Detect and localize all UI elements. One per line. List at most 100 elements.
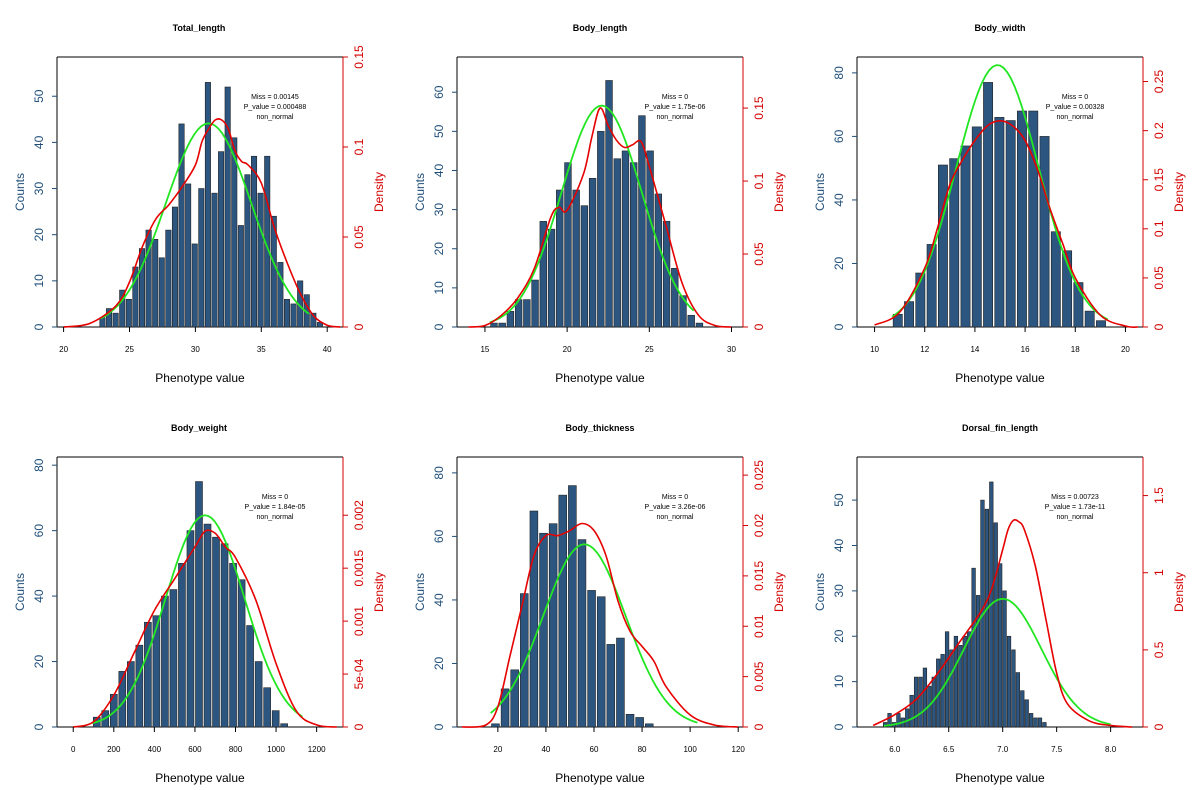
- histogram-bar: [937, 164, 948, 328]
- y-tick-label: 80: [432, 466, 446, 480]
- histogram-bar: [558, 494, 567, 728]
- histogram-bar: [998, 563, 1003, 728]
- histogram-bar: [913, 676, 919, 728]
- chart-panel-1: Total_length 20 25 30 35 40 0 10 20 30 40 50 0 0.05 0.…: [13, 23, 386, 385]
- x-tick-label: 7.5: [1051, 745, 1063, 754]
- histogram-bar: [539, 221, 547, 328]
- histogram-bar: [587, 590, 596, 728]
- stat-normality: non_normal: [657, 114, 694, 121]
- histogram-bar: [596, 596, 606, 728]
- y2-tick-label: 0.25: [1152, 70, 1166, 94]
- y2-tick-label: 0: [1152, 323, 1166, 330]
- x-tick-label: 1200: [308, 745, 326, 754]
- histogram-bar: [679, 295, 687, 328]
- x-axis-label: Phenotype value: [555, 371, 645, 385]
- stat-miss: Miss = 0.00723: [1051, 494, 1099, 501]
- histogram-bar: [926, 244, 937, 328]
- histogram-bar: [918, 676, 923, 728]
- histogram-bar: [178, 123, 185, 328]
- histogram-bar: [145, 229, 152, 328]
- histogram-bars: [490, 80, 704, 328]
- y-tick-label: 60: [832, 129, 846, 143]
- histogram-bar: [983, 82, 994, 328]
- y-tick-label: 40: [32, 589, 46, 603]
- histogram-bar: [491, 723, 500, 728]
- x-tick-label: 400: [148, 745, 162, 754]
- y-tick-label: 0: [432, 723, 446, 730]
- histogram-bar: [165, 229, 172, 328]
- histogram-bar: [506, 311, 515, 328]
- x-tick-label: 200: [107, 745, 121, 754]
- histogram-bar: [953, 635, 959, 728]
- y-tick-label: 30: [32, 182, 46, 196]
- histogram-bar: [169, 589, 178, 728]
- normal-fit-curve: [100, 122, 310, 320]
- histogram-bar: [271, 710, 280, 728]
- x-tick-label: 600: [188, 745, 202, 754]
- x-tick-label: 15: [480, 345, 489, 354]
- normal-fit-curve: [490, 543, 698, 724]
- y2-axis-label: Density: [772, 172, 786, 212]
- histogram-bar: [1050, 231, 1061, 328]
- density-curve: [63, 118, 341, 328]
- density-curve: [468, 107, 732, 328]
- y2-tick-label: 0.015: [752, 561, 766, 591]
- histogram-bar: [290, 303, 297, 328]
- histogram-bar: [510, 669, 519, 728]
- histogram-bar: [971, 567, 976, 728]
- histogram-bar: [606, 644, 616, 728]
- y2-tick-label: 5e-04: [352, 658, 366, 689]
- stat-normality: non_normal: [1057, 114, 1094, 121]
- histogram-bar: [949, 158, 960, 328]
- normal-fit-curve: [92, 514, 303, 725]
- histogram-bar: [1028, 110, 1039, 328]
- y2-axis-label: Density: [1172, 172, 1186, 212]
- stat-normality: non_normal: [657, 514, 694, 521]
- y-tick-label: 60: [432, 85, 446, 99]
- y-tick-label: 40: [32, 135, 46, 149]
- x-tick-label: 60: [590, 745, 599, 754]
- histogram-bar: [135, 644, 144, 728]
- x-axis-label: Phenotype value: [955, 771, 1045, 785]
- y2-tick-label: 0.15: [1152, 168, 1166, 192]
- y-tick-label: 80: [832, 66, 846, 80]
- x-tick-label: 6.0: [889, 745, 901, 754]
- y2-tick-label: 0.05: [352, 225, 366, 249]
- histogram-bar: [231, 137, 238, 328]
- stat-p-value: P_value = 0.000488: [244, 104, 307, 111]
- histogram-bar: [99, 317, 106, 328]
- y2-tick-label: 0.05: [1152, 266, 1166, 290]
- x-tick-label: 120: [732, 745, 746, 754]
- y-tick-label: 30: [432, 203, 446, 217]
- histogram-bar: [310, 312, 317, 328]
- histogram-bar: [572, 189, 580, 328]
- y-tick-label: 20: [32, 228, 46, 242]
- stat-miss: Miss = 0: [1062, 94, 1088, 101]
- histogram-bar: [152, 239, 159, 328]
- density-curve: [73, 529, 337, 728]
- y2-tick-label: 0.1: [1152, 220, 1166, 237]
- histogram-bar: [191, 243, 198, 328]
- histogram-bar: [984, 508, 990, 728]
- histogram-bar: [229, 563, 237, 728]
- histogram-bar: [949, 649, 954, 728]
- x-tick-label: 25: [645, 345, 654, 354]
- histogram-bar: [621, 150, 630, 328]
- chart-title: Body_length: [573, 23, 628, 33]
- y2-tick-label: 0.1: [352, 138, 366, 155]
- histogram-bar: [224, 86, 231, 328]
- histogram-bar: [1020, 690, 1025, 728]
- histogram-bar: [887, 713, 892, 728]
- histogram-bar: [905, 708, 910, 728]
- x-tick-label: 40: [323, 345, 332, 354]
- y2-axis-label: Density: [372, 572, 386, 612]
- histogram-bar: [277, 262, 284, 328]
- histogram-bar: [967, 631, 972, 728]
- y2-tick-label: 0.02: [752, 514, 766, 538]
- histogram-bar: [283, 299, 290, 328]
- histogram-bar: [237, 579, 246, 728]
- y2-tick-label: 0.001: [352, 606, 366, 636]
- histogram-bar: [112, 312, 119, 328]
- histogram-bar: [204, 82, 211, 328]
